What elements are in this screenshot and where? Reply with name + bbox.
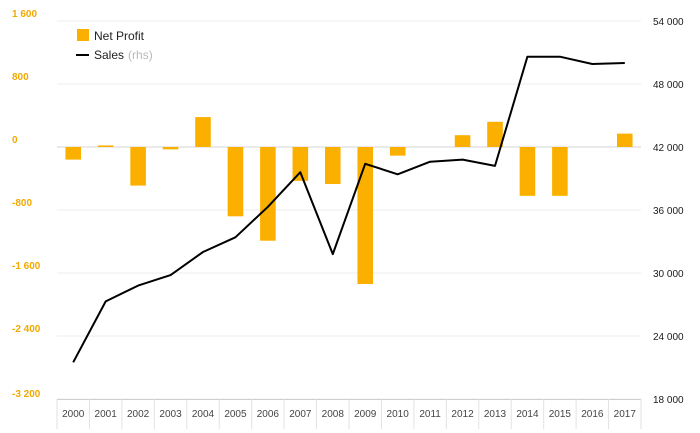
legend-label-sales-name: Sales: [94, 48, 124, 62]
x-tick-label-2010: 2010: [387, 409, 410, 420]
right-tick-label-1: 48 000: [653, 80, 684, 91]
right-tick-label-2: 42 000: [653, 143, 684, 154]
bar-2009: [357, 147, 374, 285]
x-tick-label-2004: 2004: [192, 409, 215, 420]
sales-point-2013: [493, 164, 496, 167]
x-tick-label-2016: 2016: [581, 409, 604, 420]
legend: Net Profit Sales (rhs): [76, 29, 153, 62]
right-axis-ticks: 54 000 48 000 42 000 36 000 30 000 24 000 18 0…: [653, 17, 684, 406]
sales-line: [72, 55, 625, 363]
left-tick-label-1: 800: [12, 72, 29, 83]
sales-point-2004: [201, 250, 204, 253]
x-tick-label-2005: 2005: [224, 409, 247, 420]
bar-2013: [487, 121, 503, 147]
bar-2000: [65, 147, 82, 160]
sales-point-2012: [461, 158, 464, 161]
x-tick-label-2003: 2003: [159, 409, 182, 420]
legend-label-sales: Sales (rhs): [94, 48, 153, 62]
bar-2006: [260, 147, 276, 241]
right-tick-label-0: 54 000: [653, 17, 684, 28]
sales-point-2011: [429, 160, 432, 163]
bar-2008: [324, 147, 341, 185]
sales-point-2009: [364, 162, 367, 165]
sales-point-2010: [396, 173, 399, 176]
x-tick-label-2009: 2009: [354, 409, 377, 420]
right-tick-label-5: 24 000: [653, 332, 684, 343]
x-tick-label-2013: 2013: [484, 409, 507, 420]
legend-label-net-profit: Net Profit: [94, 29, 145, 43]
bar-2014: [519, 147, 536, 196]
left-tick-label-5: -2 400: [12, 324, 41, 335]
bar-2005: [227, 147, 244, 217]
bar-2017: [616, 133, 633, 147]
sales-point-2001: [104, 300, 107, 303]
legend-marker-net-profit: [77, 29, 89, 41]
sales-point-2002: [137, 284, 140, 287]
sales-point-2017: [623, 61, 626, 64]
bar-2002: [130, 147, 146, 186]
bar-2004: [195, 117, 211, 147]
net-profit-bars: [65, 117, 633, 285]
x-tick-label-2008: 2008: [322, 409, 345, 420]
x-tick-label-2011: 2011: [419, 409, 441, 420]
sales-point-2003: [169, 274, 172, 277]
x-tick-label-2015: 2015: [549, 409, 572, 420]
left-tick-label-4: -1 600: [12, 261, 41, 272]
left-tick-label-6: -3 200: [12, 389, 41, 400]
bar-2010: [389, 147, 406, 156]
x-tick-label-2014: 2014: [516, 409, 539, 420]
left-tick-label-2: 0: [12, 135, 18, 146]
right-tick-label-3: 36 000: [653, 206, 684, 217]
bar-2007: [292, 147, 309, 181]
x-tick-label-2017: 2017: [614, 409, 637, 420]
sales-point-2005: [234, 236, 237, 239]
sales-point-2008: [331, 253, 334, 256]
left-tick-label-0: 1 600: [12, 9, 37, 20]
x-tick-label-2007: 2007: [289, 409, 312, 420]
x-tick-label-2012: 2012: [451, 409, 474, 420]
x-tick-label-2002: 2002: [127, 409, 150, 420]
sales-point-2000: [72, 361, 75, 364]
right-tick-label-6: 18 000: [653, 395, 684, 406]
bar-2012: [454, 135, 471, 147]
bar-2003: [162, 147, 179, 150]
right-tick-label-4: 30 000: [653, 269, 684, 280]
x-tick-label-2006: 2006: [257, 409, 280, 420]
bar-2015: [552, 147, 568, 196]
sales-point-2014: [526, 55, 529, 58]
sales-point-2015: [558, 55, 561, 58]
legend-label-sales-suffix: (rhs): [128, 48, 153, 62]
sales-point-2016: [591, 62, 594, 65]
sales-line-layer: [72, 55, 626, 364]
left-axis-ticks: 1 600 800 0 -800 -1 600 -2 400 -3 200: [12, 9, 41, 400]
sales-point-2007: [299, 171, 302, 174]
x-tick-label-2001: 2001: [95, 409, 118, 420]
x-axis: 2000 2001 2002 2003 2004 2005 2006 2007 2008 2009…: [56, 399, 642, 429]
x-tick-label-2000: 2000: [62, 409, 85, 420]
bar-2001: [97, 145, 114, 147]
sales-point-2006: [266, 205, 269, 208]
left-tick-label-3: -800: [12, 198, 32, 209]
